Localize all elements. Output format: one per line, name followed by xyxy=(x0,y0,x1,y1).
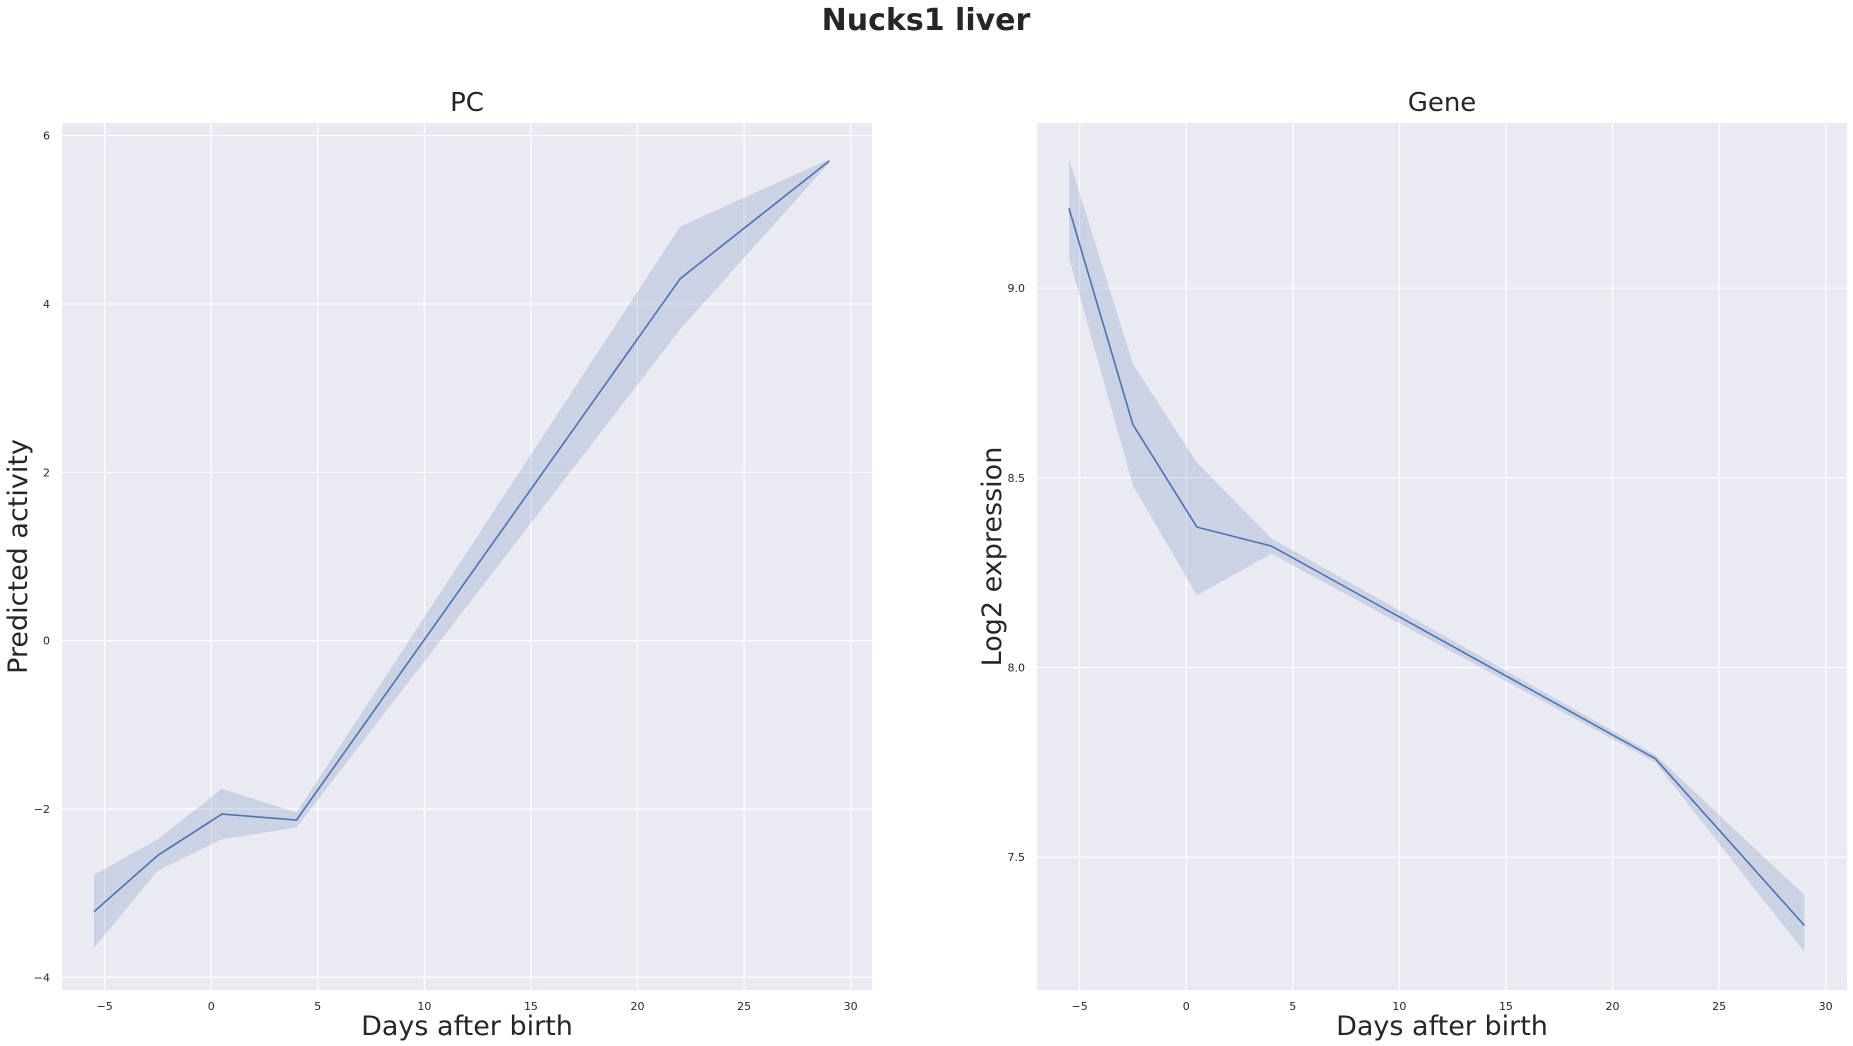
pc-x-tick-label: 15 xyxy=(524,1000,538,1013)
gene-chart-title: Gene xyxy=(1408,88,1477,118)
gene-y-tick-label: 8.0 xyxy=(1008,661,1026,674)
chart-gene: −5 0 5 10 15 20 25 30 7.5 8.0 8.5 9.0 Gene Days after… xyxy=(977,88,1847,1042)
pc-y-tick-label: 6 xyxy=(43,130,50,143)
pc-x-axis-label: Days after birth xyxy=(361,1011,573,1042)
gene-plot-area xyxy=(1037,123,1847,990)
pc-y-tick-label: 4 xyxy=(43,298,50,311)
pc-x-tick-label: 10 xyxy=(417,1000,431,1013)
gene-x-tick-label: 15 xyxy=(1499,1000,1513,1013)
gene-confidence-band xyxy=(1069,159,1805,953)
gene-x-tick-label: −5 xyxy=(1072,1000,1088,1013)
gene-x-tick-label: 0 xyxy=(1183,1000,1190,1013)
pc-series-line xyxy=(93,160,830,913)
figure-title: Nucks1 liver xyxy=(822,3,1031,38)
gene-y-tick-label: 8.5 xyxy=(1008,472,1026,485)
gene-series-line xyxy=(1068,208,1805,927)
pc-y-axis-label: Predicted activity xyxy=(3,439,34,674)
pc-x-tick-label: 30 xyxy=(844,1000,858,1013)
gene-x-tick-label: 20 xyxy=(1606,1000,1620,1013)
gene-x-tick-label: 25 xyxy=(1712,1000,1726,1013)
pc-x-tick-label: 5 xyxy=(314,1000,321,1013)
pc-x-tick-label: 25 xyxy=(737,1000,751,1013)
pc-plot-area xyxy=(62,123,872,990)
gene-x-tick-label: 10 xyxy=(1392,1000,1406,1013)
pc-x-tick-label: −5 xyxy=(97,1000,113,1013)
pc-y-tick-label: −4 xyxy=(34,971,50,984)
chart-pc: −5 0 5 10 15 20 25 30 −4 −2 0 2 4 6 PC Days after birth… xyxy=(3,88,872,1042)
gene-y-tick-label: 7.5 xyxy=(1008,851,1026,864)
gene-x-tick-label: 5 xyxy=(1289,1000,1296,1013)
gene-y-axis-label: Log2 expression xyxy=(977,447,1008,667)
pc-y-tick-label: 0 xyxy=(43,635,50,648)
pc-x-tick-label: 20 xyxy=(631,1000,645,1013)
pc-x-tick-label: 0 xyxy=(208,1000,215,1013)
gene-y-tick-label: 9.0 xyxy=(1008,282,1026,295)
pc-chart-title: PC xyxy=(450,88,484,118)
pc-confidence-band xyxy=(94,159,830,948)
pc-y-tick-label: 2 xyxy=(43,466,50,479)
gene-x-tick-label: 30 xyxy=(1819,1000,1833,1013)
gene-x-axis-label: Days after birth xyxy=(1336,1011,1548,1042)
pc-y-tick-label: −2 xyxy=(34,803,50,816)
